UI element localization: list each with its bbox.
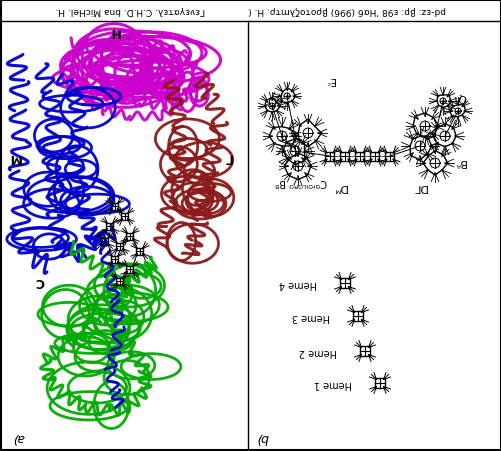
Text: Qᴬ: Qᴬ <box>452 92 466 102</box>
Text: DΓ: DΓ <box>412 182 426 192</box>
Text: Heme 2: Heme 2 <box>298 346 336 356</box>
Text: Heme 3: Heme 3 <box>291 311 329 321</box>
Text: Γ: Γ <box>223 150 231 163</box>
Text: Cᴳʳᴼᴵᴸᴼᴿᴳ Bᴮ: Cᴳʳᴼᴵᴸᴼᴿᴳ Bᴮ <box>275 177 326 187</box>
Text: a): a) <box>12 430 25 443</box>
Text: Dᴹ: Dᴹ <box>332 182 347 192</box>
Text: Heme 1: Heme 1 <box>313 378 351 388</box>
Text: b): b) <box>256 430 268 443</box>
Text: M: M <box>9 150 21 163</box>
Text: Qᴮ: Qᴮ <box>263 94 276 104</box>
Text: Eᶜ: Eᶜ <box>325 75 334 85</box>
Text: Bᴬ: Bᴬ <box>453 156 465 166</box>
Text: H: H <box>110 25 120 38</box>
Text: pd-εz: βp: ε98 ’Hα6 (996) βροτοζλmτρ. H. (               Γενεγατελ. C.H.D. bna M: pd-εz: βp: ε98 ’Hα6 (996) βροτοζλmτρ. H.… <box>56 6 445 15</box>
Text: C: C <box>36 275 45 288</box>
Text: Heme 4: Heme 4 <box>279 278 316 288</box>
